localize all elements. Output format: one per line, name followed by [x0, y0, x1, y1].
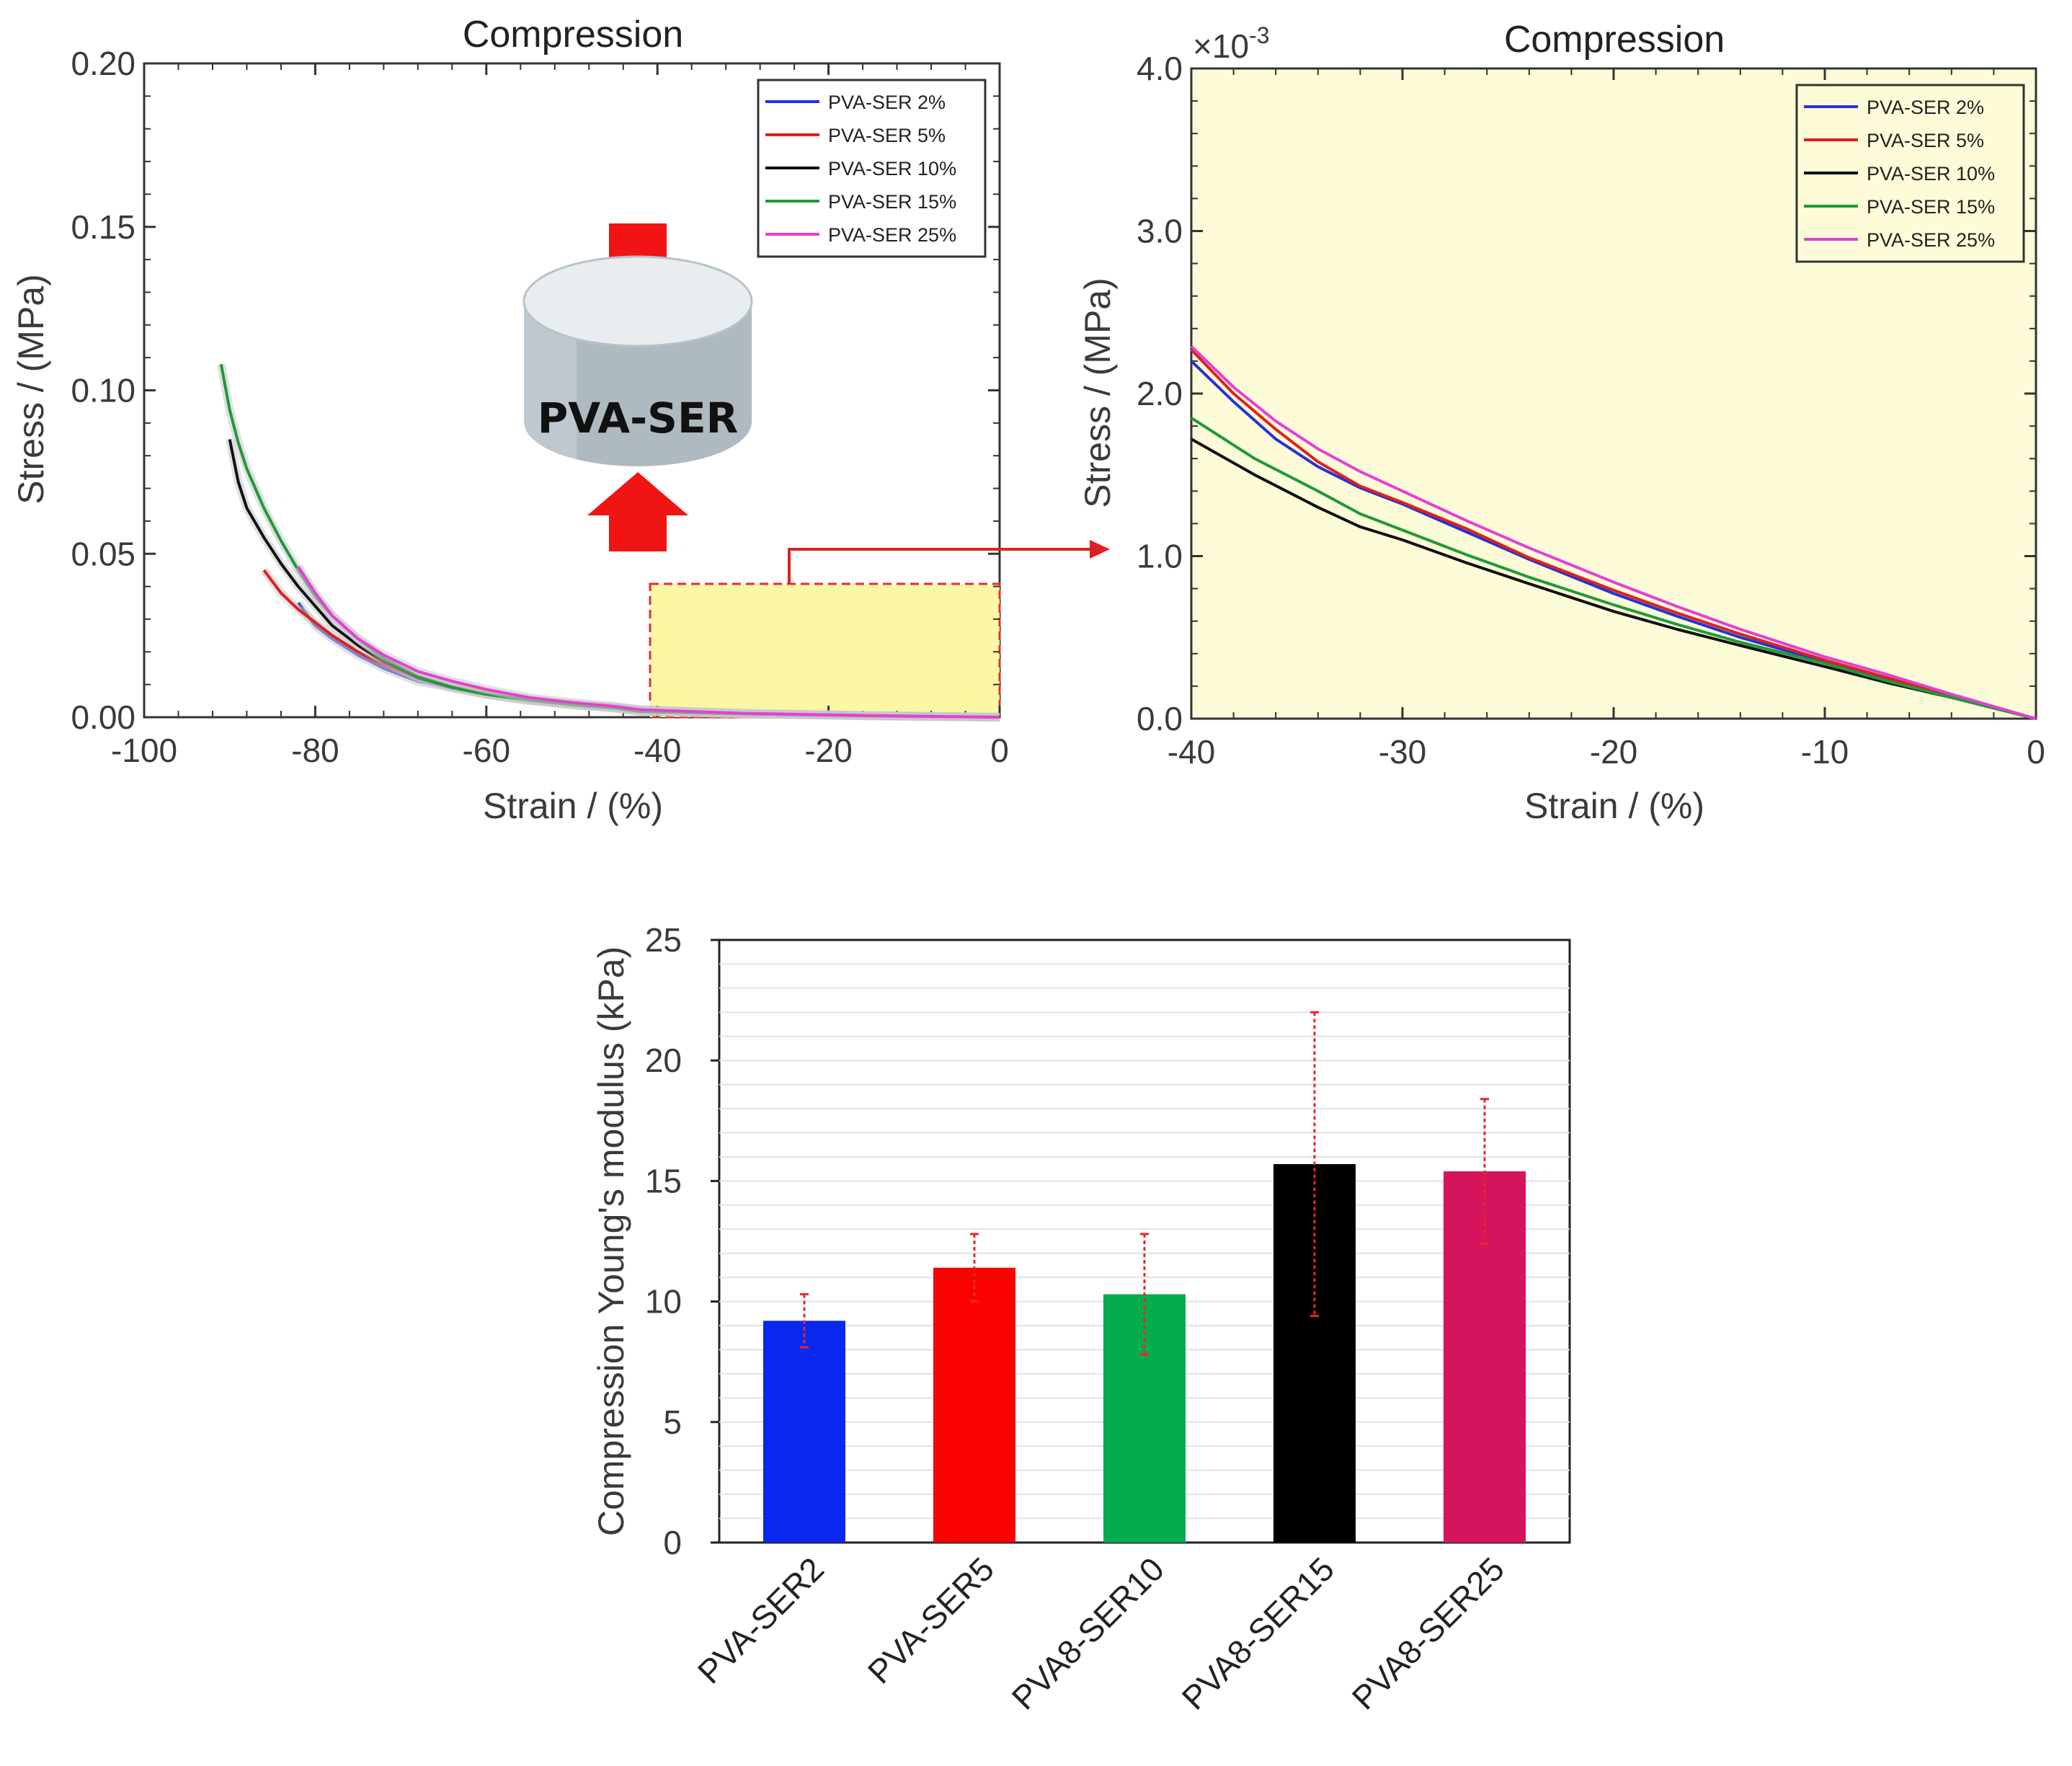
x-category-label: PVA8-SER15	[1175, 1550, 1341, 1716]
chart-a-series	[216, 363, 1000, 722]
chart-b-exponent-label: ×10-3	[1193, 22, 1269, 65]
y-tick-label: 10	[645, 1283, 682, 1321]
chart-a-ticks: -100 -80 -60 -40 -20 0 0.00 0.05 0.10 0.15 0.20	[71, 45, 1008, 769]
zoom-connector-arrowhead	[1090, 540, 1110, 559]
x-tick-label: -30	[1379, 733, 1426, 771]
y-tick-label: 0.00	[71, 698, 135, 736]
x-tick-label: -100	[111, 732, 177, 769]
series-line	[1190, 360, 2037, 720]
x-tick-label: -20	[804, 732, 852, 769]
x-tick-label: -10	[1801, 733, 1849, 771]
bar	[933, 1267, 1015, 1543]
chart-a-y-axis-title: Stress / (MPa)	[11, 274, 51, 504]
compression-arrow-bottom-icon	[587, 472, 688, 551]
chart-c-y-axis-title: Compression Young's modulus (kPa)	[591, 946, 631, 1536]
x-tick-label: -60	[463, 732, 510, 769]
chart-a-legend: PVA-SER 2% PVA-SER 5% PVA-SER 10% PVA-SER 1…	[757, 79, 987, 258]
x-tick-label: -40	[1168, 733, 1215, 771]
x-category-label: PVA-SER2	[690, 1550, 831, 1690]
zoom-region-highlight	[649, 582, 1001, 719]
y-tick-label: 0.20	[71, 45, 135, 82]
legend-label: PVA-SER 5%	[1867, 130, 1984, 151]
bar	[763, 1321, 845, 1543]
bar	[1444, 1171, 1526, 1543]
y-tick-label: 2.0	[1137, 375, 1183, 412]
bar	[1103, 1294, 1186, 1543]
stress-strain-chart-zoom: -40 -30 -20 -10 0 0.0 1.0 2.0 3.0 4.0 Compression…	[1077, 19, 2045, 826]
chart-b-x-axis-title: Strain / (%)	[1524, 786, 1704, 826]
sample-cylinder-body	[524, 301, 752, 466]
y-tick-label: 0.0	[1137, 700, 1183, 737]
y-tick-label: 1.0	[1137, 538, 1183, 575]
series-line	[1190, 345, 2037, 720]
x-category-label: PVA8-SER25	[1345, 1550, 1511, 1716]
y-tick-label: 4.0	[1137, 50, 1183, 87]
y-tick-label: 5	[663, 1403, 682, 1441]
sample-illustration: PVA-SER	[523, 223, 753, 551]
chart-c-bars	[763, 1011, 1526, 1543]
legend-label: PVA-SER 15%	[828, 191, 956, 213]
series-line	[297, 566, 1000, 719]
x-tick-label: 0	[990, 732, 1009, 769]
series-line	[1190, 417, 2037, 720]
sample-cylinder-shade	[524, 301, 577, 459]
chart-b-legend: PVA-SER 2% PVA-SER 5% PVA-SER 10% PVA-SER 1…	[1795, 84, 2025, 263]
y-tick-label: 25	[645, 921, 682, 959]
chart-a-title: Compression	[463, 14, 683, 56]
legend-label: PVA-SER 25%	[1867, 229, 1995, 251]
x-category-label: PVA-SER5	[861, 1550, 1001, 1690]
y-tick-label: 3.0	[1137, 213, 1183, 250]
chart-b-title: Compression	[1504, 19, 1725, 61]
chart-a-x-axis-title: Strain / (%)	[483, 786, 663, 826]
y-tick-label: 0.10	[71, 372, 135, 409]
x-tick-label: 0	[2027, 733, 2045, 771]
series-line	[1190, 348, 2037, 720]
y-tick-label: 15	[645, 1162, 682, 1199]
y-tick-label: 0.15	[71, 208, 135, 246]
zoom-connector-line	[788, 548, 1099, 584]
chart-b-series	[1190, 345, 2037, 720]
y-tick-label: 20	[645, 1042, 682, 1079]
x-tick-label: -80	[291, 732, 339, 769]
stress-strain-chart-full: -100 -80 -60 -40 -20 0 0.00 0.05 0.10 0.15 0.20 PV…	[11, 14, 1110, 826]
x-tick-label: -20	[1590, 733, 1637, 771]
chart-b-y-axis-title: Stress / (MPa)	[1077, 278, 1118, 507]
y-tick-label: 0.05	[71, 535, 135, 572]
y-tick-label: 0	[663, 1524, 682, 1561]
legend-label: PVA-SER 2%	[828, 92, 946, 113]
sample-label: PVA-SER	[538, 394, 738, 443]
legend-label: PVA-SER 5%	[828, 125, 946, 146]
chart-b-ticks: -40 -30 -20 -10 0 0.0 1.0 2.0 3.0 4.0	[1137, 50, 2045, 771]
x-category-label: PVA8-SER10	[1005, 1550, 1171, 1716]
legend-label: PVA-SER 2%	[1867, 97, 1984, 118]
legend-label: PVA-SER 25%	[828, 224, 956, 246]
legend-label: PVA-SER 10%	[1867, 163, 1995, 185]
legend-label: PVA-SER 10%	[828, 158, 956, 179]
series-line	[1191, 438, 2037, 720]
x-tick-label: -40	[633, 732, 681, 769]
legend-label: PVA-SER 15%	[1867, 196, 1995, 218]
sample-cylinder-top	[523, 255, 753, 347]
